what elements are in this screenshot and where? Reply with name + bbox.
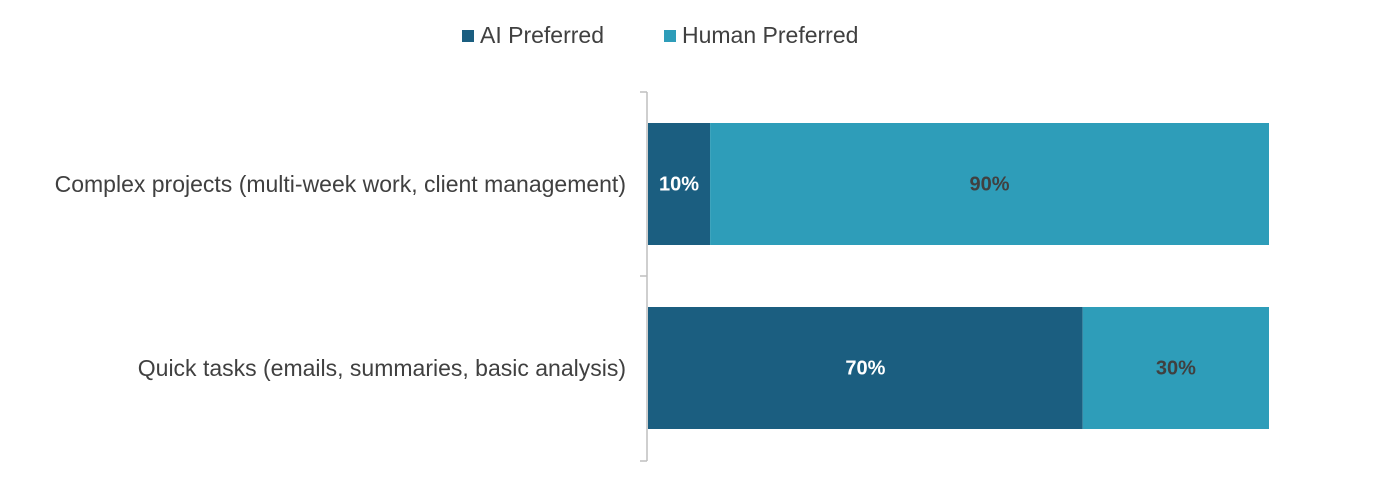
category-label: Quick tasks (emails, summaries, basic an… [137,355,626,381]
bar-segment [648,123,711,245]
data-label: 10% [659,173,699,195]
legend-swatch [462,30,474,42]
legend-label: AI Preferred [480,22,604,48]
bar-segment [648,307,1083,429]
data-label: 90% [970,173,1010,195]
data-label: 70% [845,357,885,379]
bar-segment [1082,307,1269,429]
category-label: Complex projects (multi-week work, clien… [54,171,626,197]
legend-swatch [664,30,676,42]
category-axis [640,91,648,462]
legend-label: Human Preferred [682,22,858,48]
bar-segment [710,123,1269,245]
data-label: 30% [1156,357,1196,379]
